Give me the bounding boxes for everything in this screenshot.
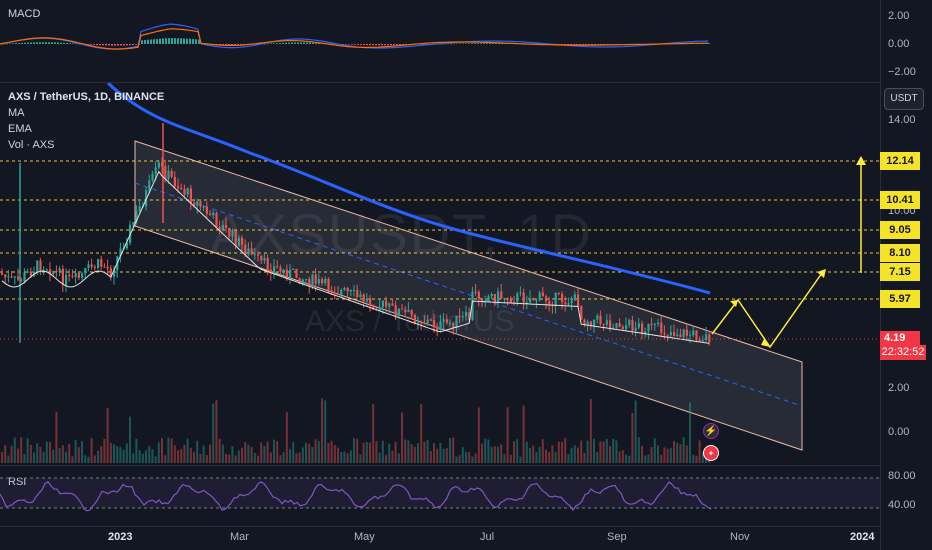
level-tag-2: 10.41 [880, 191, 920, 209]
time-label-nov: Nov [730, 531, 750, 543]
pane-divider-2 [0, 465, 880, 466]
price-axis-0: 0.00 [888, 426, 910, 438]
macd-chart [0, 23, 710, 50]
macd-pane[interactable]: MACD [0, 0, 880, 82]
time-label-mar: Mar [230, 531, 249, 543]
level-tag-6: 5.97 [880, 290, 920, 308]
level-tag-4: 8.10 [880, 244, 920, 262]
last-price-tag: 4.19 [880, 331, 920, 346]
pane-divider-1 [0, 82, 880, 83]
currency-selector[interactable]: USDT [884, 88, 924, 110]
projection-path [711, 272, 823, 349]
lightning-icon[interactable]: ⚡ [703, 423, 719, 439]
level-tag-3: 9.05 [880, 221, 920, 239]
time-label-2023: 2023 [108, 531, 133, 543]
main-pane[interactable]: AXSUSDT, 1D AXS / TetherUS AXS / TetherU… [0, 83, 880, 465]
ma-line [1, 170, 710, 344]
macd-axis-top: 2.00 [888, 10, 910, 22]
level-tag-1: 12.14 [880, 152, 920, 170]
arrowhead-3 [817, 269, 826, 278]
rsi-chart [0, 477, 880, 512]
time-label-2024: 2024 [850, 531, 875, 543]
macd-axis-bottom: −2.00 [888, 66, 916, 78]
countdown-tag: 22:32:52 [880, 345, 926, 360]
price-axis-2: 2.00 [888, 382, 910, 394]
time-label-jul: Jul [480, 531, 495, 543]
channel-midline [134, 182, 803, 407]
level-tag-5: 7.15 [880, 263, 920, 281]
pane-divider-3 [0, 526, 880, 527]
indicator-volume[interactable]: Vol · AXS [8, 139, 55, 151]
arrowhead-1 [730, 300, 738, 307]
indicator-ma[interactable]: MA [8, 107, 25, 119]
us-flag-icon[interactable]: ✦ [703, 445, 719, 461]
range-arrowhead [856, 156, 866, 165]
symbol-title[interactable]: AXS / TetherUS, 1D, BINANCE [8, 91, 165, 103]
indicator-ema[interactable]: EMA [8, 123, 32, 135]
price-chart [0, 83, 880, 463]
time-label-may: May [354, 531, 375, 543]
time-label-sep: Sep [607, 531, 627, 543]
arrowhead-2 [761, 339, 770, 347]
rsi-axis-80: 80.00 [888, 470, 916, 482]
rsi-label: RSI [8, 476, 26, 488]
macd-axis-mid: 0.00 [888, 38, 910, 50]
rsi-axis-40: 40.00 [888, 499, 916, 511]
price-axis-14: 14.00 [888, 114, 916, 126]
descending-channel [134, 140, 803, 451]
rsi-pane[interactable]: RSI [0, 466, 880, 526]
macd-label: MACD [8, 8, 41, 20]
ema-line [106, 83, 711, 295]
